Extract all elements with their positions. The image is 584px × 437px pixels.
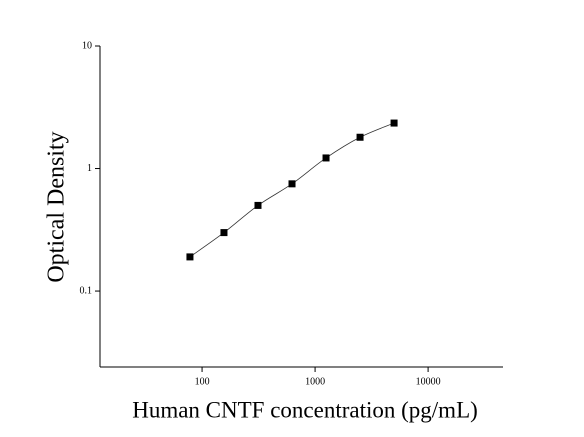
data-point bbox=[356, 133, 364, 141]
fit-curve bbox=[189, 122, 395, 258]
data-point bbox=[220, 229, 228, 237]
data-point bbox=[254, 201, 262, 209]
y-tick-label: 0.1 bbox=[80, 285, 93, 296]
y-tick-label: 10 bbox=[82, 40, 92, 51]
x-tick-label: 10000 bbox=[416, 376, 441, 387]
data-point bbox=[186, 253, 194, 261]
data-point bbox=[288, 180, 296, 188]
data-point bbox=[390, 119, 398, 127]
x-tick-label: 1000 bbox=[305, 376, 325, 387]
data-point bbox=[322, 154, 330, 162]
x-axis-label: Human CNTF concentration (pg/mL) bbox=[132, 397, 478, 422]
y-tick-label: 1 bbox=[87, 163, 92, 174]
x-tick-label: 100 bbox=[195, 376, 210, 387]
y-axis-label: Optical Density bbox=[44, 131, 70, 282]
